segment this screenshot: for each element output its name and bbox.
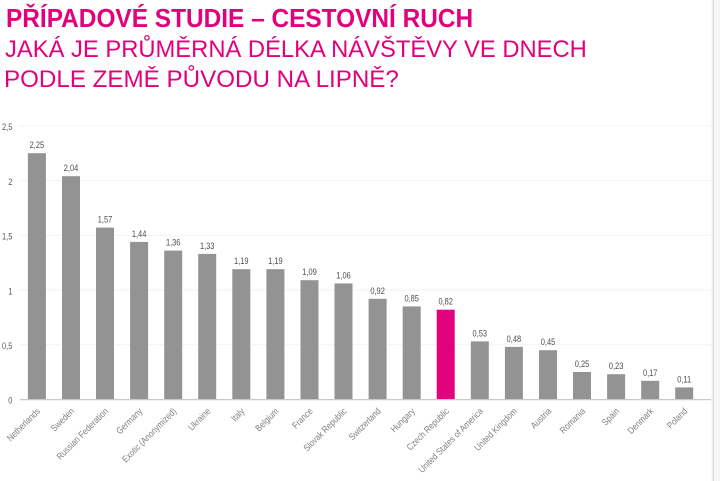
svg-text:2,04: 2,04 (64, 163, 79, 173)
svg-text:Belgium: Belgium (253, 406, 280, 433)
svg-text:0,5: 0,5 (2, 341, 12, 351)
svg-text:1,33: 1,33 (200, 241, 215, 251)
svg-text:0,92: 0,92 (370, 286, 385, 296)
svg-text:United States of America: United States of America (416, 406, 485, 475)
svg-text:1: 1 (8, 286, 12, 296)
svg-text:2,5: 2,5 (2, 122, 12, 132)
svg-text:Denmark: Denmark (626, 406, 656, 436)
svg-text:0,17: 0,17 (643, 368, 658, 378)
svg-text:1,36: 1,36 (166, 238, 181, 248)
svg-text:Romania: Romania (558, 406, 588, 436)
svg-text:1,06: 1,06 (336, 270, 351, 280)
svg-text:1,09: 1,09 (302, 267, 317, 277)
svg-text:1,19: 1,19 (234, 256, 249, 266)
svg-text:0,48: 0,48 (507, 334, 522, 344)
svg-text:0,53: 0,53 (473, 328, 488, 338)
svg-text:Germany: Germany (114, 406, 144, 436)
svg-text:Poland: Poland (665, 406, 689, 430)
svg-text:1,5: 1,5 (2, 232, 12, 242)
svg-text:0,45: 0,45 (541, 337, 556, 347)
svg-text:1,57: 1,57 (98, 215, 113, 225)
svg-text:2,25: 2,25 (30, 140, 45, 150)
svg-text:1,19: 1,19 (268, 256, 283, 266)
svg-text:Sweden: Sweden (49, 406, 76, 433)
svg-text:France: France (290, 406, 314, 430)
svg-text:Ukraine: Ukraine (186, 406, 212, 432)
svg-text:Italy: Italy (229, 406, 247, 424)
svg-text:Austria: Austria (529, 406, 554, 431)
svg-text:0,82: 0,82 (438, 297, 453, 307)
svg-text:0,85: 0,85 (404, 293, 419, 303)
svg-text:Netherlands: Netherlands (5, 406, 42, 443)
svg-text:0,25: 0,25 (575, 359, 590, 369)
svg-text:0: 0 (8, 396, 12, 406)
svg-text:0,23: 0,23 (609, 361, 624, 371)
svg-text:Hungary: Hungary (389, 406, 417, 434)
svg-text:1,44: 1,44 (132, 229, 147, 239)
svg-text:Switzerland: Switzerland (347, 406, 383, 442)
svg-text:Spain: Spain (600, 406, 621, 427)
svg-text:2: 2 (8, 177, 12, 187)
svg-text:0,11: 0,11 (677, 374, 691, 384)
